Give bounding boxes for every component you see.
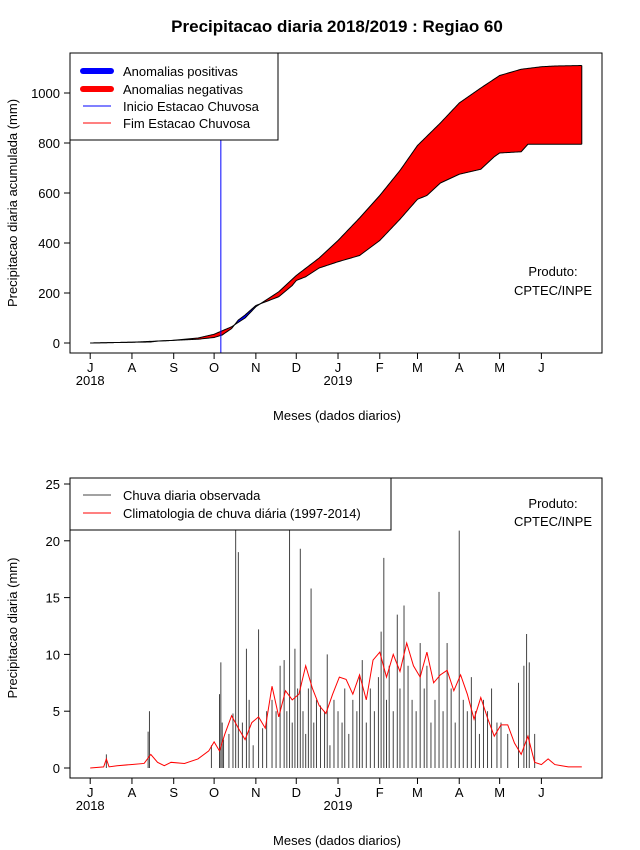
cumulative-x-tick-label-2: S: [169, 360, 178, 375]
negative-anomaly-region-5: [261, 65, 582, 304]
daily-product-line2: CPTEC/INPE: [514, 514, 592, 529]
daily-y-tick-label-0: 0: [53, 761, 60, 776]
daily-x-tick-label-5: D: [292, 785, 301, 800]
daily-product-line1: Produto:: [528, 496, 577, 511]
cumulative-x-tick-label-9: A: [455, 360, 464, 375]
daily-y-tick-label-3: 15: [46, 591, 60, 606]
positive-anomaly-region-4: [235, 303, 260, 325]
daily-x-tick-label-9: A: [455, 785, 464, 800]
legend-rainy-season-start: Inicio Estacao Chuvosa: [123, 99, 260, 114]
cumulative-x-tick-label-8: M: [412, 360, 423, 375]
negative-anomaly-region-3: [172, 325, 235, 341]
cumulative-x-tick-label-4: N: [251, 360, 260, 375]
cumulative-y-tick-label-1: 200: [38, 286, 60, 301]
cumulative-legend-box: [69, 52, 279, 141]
cumulative-y-tick-label-2: 400: [38, 236, 60, 251]
daily-y-tick-label-5: 25: [46, 477, 60, 492]
daily-x-tick-label-2: S: [169, 785, 178, 800]
cumulative-x-axis-label: Meses (dados diarios): [273, 408, 401, 423]
cumulative-year-label-0: 2018: [76, 373, 105, 388]
daily-x-tick-label-8: M: [412, 785, 423, 800]
observed-cumulative-line: [90, 143, 582, 344]
legend-climatology: Climatologia de chuva diária (1997-2014): [123, 506, 361, 521]
cumulative-year-label-1: 2019: [324, 373, 353, 388]
daily-x-tick-label-0: J: [87, 785, 94, 800]
daily-legend-box: [69, 477, 392, 531]
daily-y-tick-label-1: 5: [53, 704, 60, 719]
cumulative-x-tick-label-1: A: [128, 360, 137, 375]
cumulative-y-tick-label-3: 600: [38, 186, 60, 201]
legend-positive-anomalies: Anomalias positivas: [123, 64, 238, 79]
daily-x-tick-label-4: N: [251, 785, 260, 800]
legend-observed-daily-rain: Chuva diaria observada: [123, 488, 261, 503]
daily-x-tick-label-11: J: [538, 785, 545, 800]
cumulative-x-tick-label-3: O: [209, 360, 219, 375]
daily-y-tick-label-2: 10: [46, 647, 60, 662]
daily-x-tick-label-7: F: [376, 785, 384, 800]
daily-year-label-0: 2018: [76, 798, 105, 813]
legend-negative-anomalies: Anomalias negativas: [123, 82, 243, 97]
daily-x-tick-label-6: J: [335, 785, 342, 800]
cumulative-plot-box: [69, 52, 603, 354]
cumulative-x-tick-label-5: D: [292, 360, 301, 375]
cumulative-x-tick-label-0: J: [87, 360, 94, 375]
cumulative-y-axis-label: Precipitacao diaria acumulada (mm): [5, 99, 20, 307]
daily-y-tick-label-4: 20: [46, 534, 60, 549]
daily-x-tick-label-1: A: [128, 785, 137, 800]
cumulative-y-tick-label-5: 1000: [31, 86, 60, 101]
cumulative-product-line2: CPTEC/INPE: [514, 283, 592, 298]
daily-year-label-1: 2019: [324, 798, 353, 813]
daily-x-tick-label-10: M: [494, 785, 505, 800]
cumulative-x-tick-label-10: M: [494, 360, 505, 375]
daily-x-axis-label: Meses (dados diarios): [273, 833, 401, 848]
daily-legend: Chuva diaria observada Climatologia de c…: [69, 477, 392, 531]
daily-bars-layer: [90, 527, 582, 769]
cumulative-legend: Anomalias positivas Anomalias negativas …: [69, 52, 279, 141]
cumulative-x-tick-label-6: J: [335, 360, 342, 375]
legend-rainy-season-end: Fim Estacao Chuvosa: [123, 116, 251, 131]
cumulative-y-tick-label-4: 800: [38, 136, 60, 151]
cumulative-x-tick-label-11: J: [538, 360, 545, 375]
climatology-daily-line: [90, 641, 582, 769]
cumulative-y-tick-label-0: 0: [53, 336, 60, 351]
cumulative-x-tick-label-7: F: [376, 360, 384, 375]
daily-x-tick-label-3: O: [209, 785, 219, 800]
anomaly-area-layer: [90, 53, 583, 353]
cumulative-product-line1: Produto:: [528, 264, 577, 279]
chart-title: Precipitacao diaria 2018/2019 : Regiao 6…: [171, 17, 503, 36]
daily-y-axis-label: Precipitacao diaria (mm): [5, 558, 20, 699]
